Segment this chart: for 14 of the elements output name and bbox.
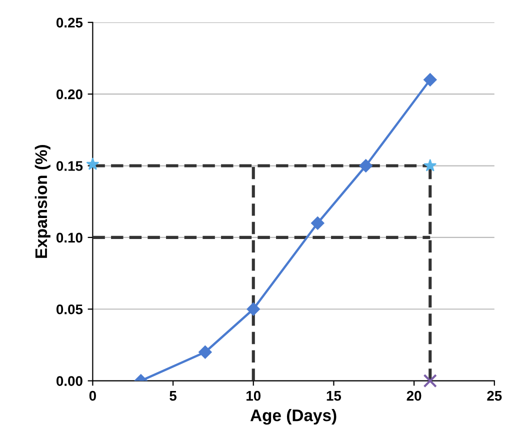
y-tick-label: 0.20 — [56, 89, 82, 100]
x-tick-label: 20 — [406, 390, 422, 401]
y-tick-label: 0.25 — [56, 18, 83, 28]
x-tick-label: 10 — [246, 390, 261, 401]
x-axis-title: Age (Days) — [250, 409, 336, 425]
y-tick-label: 0.05 — [56, 304, 83, 314]
x-tick-label: 25 — [487, 390, 502, 401]
x-tick-label: 0 — [89, 390, 96, 401]
y-tick-label: 0.10 — [56, 232, 82, 243]
y-tick-label: 0.15 — [56, 161, 83, 171]
x-tick-label: 15 — [326, 391, 342, 401]
y-axis-title: Expansion (%) — [34, 145, 50, 258]
y-tick-label: 0.00 — [56, 376, 82, 386]
x-tick-label: 5 — [170, 391, 177, 401]
